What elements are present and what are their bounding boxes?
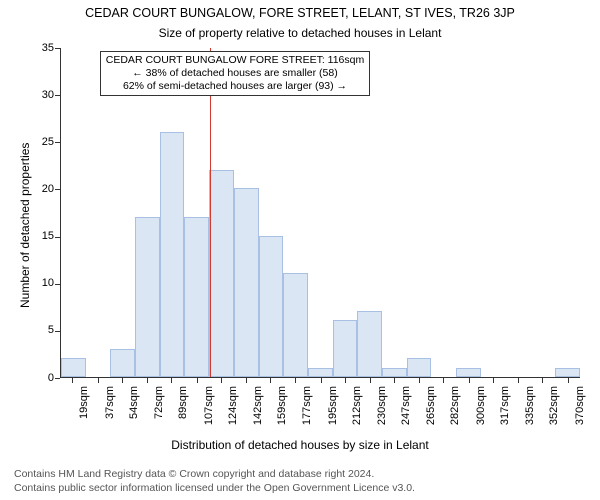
x-tick-label: 370sqm [574, 386, 586, 446]
x-tick-mark [147, 378, 148, 383]
histogram-bar [184, 217, 209, 377]
annotation-line: CEDAR COURT BUNGALOW FORE STREET: 116sqm [105, 54, 365, 67]
x-tick-label: 89sqm [177, 386, 189, 446]
histogram-bar [555, 368, 580, 377]
annotation-line: ← 38% of detached houses are smaller (58… [105, 67, 365, 80]
chart-title-main: CEDAR COURT BUNGALOW, FORE STREET, LELAN… [0, 6, 600, 20]
x-tick-mark [542, 378, 543, 383]
x-tick-label: 37sqm [104, 386, 116, 446]
histogram-bar [283, 273, 308, 377]
histogram-bar [110, 349, 135, 377]
x-tick-mark [394, 378, 395, 383]
x-tick-mark [518, 378, 519, 383]
x-tick-mark [122, 378, 123, 383]
annotation-line: 62% of semi-detached houses are larger (… [105, 80, 365, 93]
x-tick-label: 142sqm [252, 386, 264, 446]
y-tick: 35 [26, 43, 54, 54]
footer-line-2: Contains public sector information licen… [14, 482, 586, 496]
x-tick-label: 124sqm [227, 386, 239, 446]
y-tick: 5 [26, 325, 54, 336]
x-tick-label: 107sqm [203, 386, 215, 446]
histogram-bar [61, 358, 86, 377]
x-tick-mark [171, 378, 172, 383]
x-tick-label: 265sqm [425, 386, 437, 446]
x-tick-mark [443, 378, 444, 383]
plot-area [60, 48, 580, 378]
histogram-bar [357, 311, 382, 377]
x-tick-label: 177sqm [301, 386, 313, 446]
x-tick-mark [270, 378, 271, 383]
footer-line-1: Contains HM Land Registry data © Crown c… [14, 468, 586, 482]
x-tick-mark [370, 378, 371, 383]
x-tick-label: 72sqm [153, 386, 165, 446]
x-tick-mark [197, 378, 198, 383]
x-tick-label: 54sqm [128, 386, 140, 446]
footer-attribution: Contains HM Land Registry data © Crown c… [0, 468, 600, 495]
x-tick-mark [568, 378, 569, 383]
y-tick: 30 [26, 90, 54, 101]
y-tick: 25 [26, 137, 54, 148]
x-tick-mark [345, 378, 346, 383]
x-tick-mark [493, 378, 494, 383]
x-tick-label: 300sqm [475, 386, 487, 446]
x-tick-label: 335sqm [524, 386, 536, 446]
histogram-bar [259, 236, 284, 377]
x-tick-label: 352sqm [548, 386, 560, 446]
x-tick-mark [221, 378, 222, 383]
histogram-bar [308, 368, 333, 377]
x-tick-mark [246, 378, 247, 383]
y-tick: 20 [26, 184, 54, 195]
x-tick-label: 230sqm [376, 386, 388, 446]
x-tick-label: 282sqm [449, 386, 461, 446]
x-tick-mark [469, 378, 470, 383]
histogram-bar [234, 188, 259, 377]
histogram-bar [333, 320, 358, 377]
x-tick-mark [419, 378, 420, 383]
histogram-bar [382, 368, 407, 377]
histogram-bar [160, 132, 185, 377]
y-tick: 0 [26, 373, 54, 384]
x-tick-label: 317sqm [499, 386, 511, 446]
histogram-bar [407, 358, 432, 377]
y-tick: 15 [26, 231, 54, 242]
x-tick-label: 195sqm [327, 386, 339, 446]
chart-subtitle: Size of property relative to detached ho… [0, 26, 600, 40]
y-tick: 10 [26, 278, 54, 289]
x-tick-mark [295, 378, 296, 383]
x-tick-label: 212sqm [351, 386, 363, 446]
x-tick-mark [72, 378, 73, 383]
x-tick-label: 19sqm [78, 386, 90, 446]
histogram-bar [209, 170, 234, 377]
reference-line [210, 48, 211, 377]
histogram-bar [456, 368, 481, 377]
x-tick-mark [98, 378, 99, 383]
x-tick-label: 247sqm [400, 386, 412, 446]
annotation-box: CEDAR COURT BUNGALOW FORE STREET: 116sqm… [100, 51, 370, 96]
chart-container: CEDAR COURT BUNGALOW, FORE STREET, LELAN… [0, 0, 600, 500]
histogram-bar [135, 217, 160, 377]
x-tick-mark [321, 378, 322, 383]
x-tick-label: 159sqm [276, 386, 288, 446]
